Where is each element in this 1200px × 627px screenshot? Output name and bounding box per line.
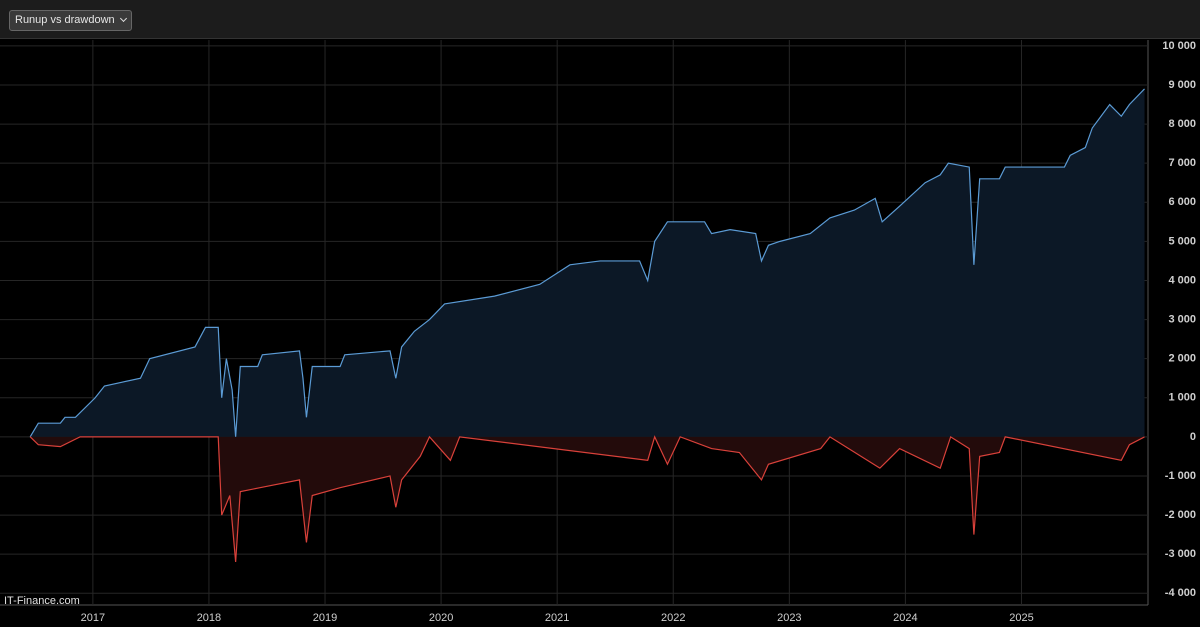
y-tick-label: -3 000 [1165, 548, 1196, 560]
y-tick-label: 9 000 [1168, 79, 1196, 91]
area [30, 436, 1145, 562]
y-tick-label: -4 000 [1165, 587, 1196, 599]
y-tick-label: 7 000 [1168, 157, 1196, 169]
x-tick-label: 2018 [197, 612, 221, 624]
y-tick-label: 0 [1190, 431, 1196, 443]
line [29, 435, 1145, 563]
x-tick-label: 2019 [313, 612, 337, 624]
x-tick-label: 2017 [81, 612, 105, 624]
x-tick-label: 2023 [777, 612, 801, 624]
x-tick-label: 2022 [661, 612, 685, 624]
y-tick-label: -2 000 [1165, 509, 1196, 521]
y-tick-label: 4 000 [1168, 274, 1196, 286]
y-tick-label: 5 000 [1168, 235, 1196, 247]
x-tick-label: 2025 [1009, 612, 1033, 624]
y-tick-label: -1 000 [1165, 470, 1196, 482]
x-tick-label: 2021 [545, 612, 569, 624]
x-tick-label: 2024 [893, 612, 917, 624]
watermark: IT-Finance.com [4, 595, 80, 607]
y-tick-label: 2 000 [1168, 353, 1196, 365]
y-tick-label: 3 000 [1168, 313, 1196, 325]
y-tick-label: 10 000 [1162, 40, 1196, 52]
y-tick-label: 1 000 [1168, 392, 1196, 404]
toolbar: Runup vs drawdown [0, 0, 1200, 39]
y-tick-label: 8 000 [1168, 118, 1196, 130]
line [29, 88, 1145, 438]
y-tick-label: 6 000 [1168, 196, 1196, 208]
chart: IT-Finance.com 10 000 9 000 8 000 7 000 6 00… [0, 40, 1196, 624]
x-tick-label: 2020 [429, 612, 453, 624]
dropdown[interactable]: Runup vs drawdown [9, 10, 132, 31]
